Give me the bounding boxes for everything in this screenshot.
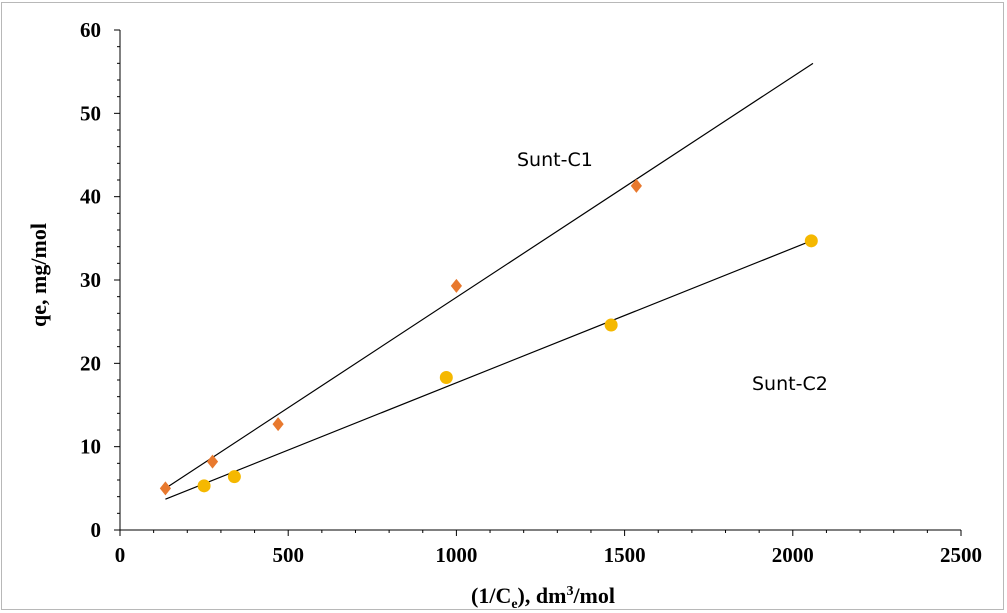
x-tick-label: 1000 bbox=[435, 543, 477, 567]
trendlines bbox=[165, 62, 814, 500]
x-axis-title-suffix: /mol bbox=[572, 583, 615, 608]
point-sunt-c2 bbox=[227, 470, 241, 484]
y-tick-label: 20 bbox=[80, 351, 101, 375]
y-tick-label: 10 bbox=[80, 435, 101, 459]
trendline-sunt-c2 bbox=[165, 240, 812, 500]
x-axis-title-sub: e bbox=[511, 597, 517, 612]
point-sunt-c2 bbox=[804, 234, 818, 248]
x-axis-title-mid: ), dm bbox=[518, 583, 567, 608]
point-sunt-c1 bbox=[630, 178, 642, 193]
point-sunt-c1 bbox=[450, 278, 462, 293]
x-axis-title: (1/Ce), dm3/mol bbox=[471, 583, 615, 612]
y-tick-label: 60 bbox=[80, 18, 101, 42]
x-axis-title-prefix: (1/C bbox=[471, 583, 511, 608]
y-tick-label: 30 bbox=[80, 268, 101, 292]
x-axis-title-sup: 3 bbox=[566, 584, 573, 599]
x-tick-label: 2500 bbox=[940, 543, 982, 567]
x-tick-label: 2000 bbox=[772, 543, 814, 567]
point-sunt-c1 bbox=[272, 417, 284, 432]
x-tick-label: 0 bbox=[115, 543, 126, 567]
point-sunt-c2 bbox=[439, 371, 453, 384]
y-axis-title: qe, mg/mol bbox=[26, 223, 51, 327]
axes bbox=[119, 30, 961, 531]
point-sunt-c2 bbox=[604, 318, 618, 332]
series-label-sunt-c1: Sunt-C1 bbox=[517, 149, 593, 171]
data-points bbox=[159, 178, 818, 496]
series-label-sunt-c2: Sunt-C2 bbox=[752, 373, 828, 395]
y-tick-label: 0 bbox=[91, 518, 102, 542]
x-tick-label: 1500 bbox=[604, 543, 646, 567]
point-sunt-c2 bbox=[197, 479, 211, 493]
x-tick-label: 500 bbox=[272, 543, 304, 567]
trendline-sunt-c1 bbox=[165, 62, 814, 489]
point-sunt-c1 bbox=[206, 454, 219, 469]
y-tick-label: 40 bbox=[80, 185, 101, 209]
y-tick-label: 50 bbox=[80, 101, 101, 125]
ticks: 0 10 20 30 40 50 60 0 500 1000 1500 2000 2500 bbox=[80, 18, 982, 567]
point-sunt-c1 bbox=[159, 481, 172, 496]
